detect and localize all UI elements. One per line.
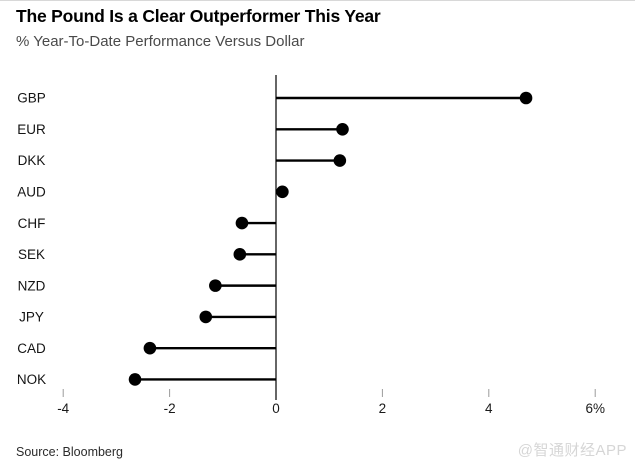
category-label-jpy: JPY: [19, 310, 44, 325]
category-label-nok: NOK: [17, 372, 46, 387]
dot-nzd: [209, 279, 222, 292]
dot-dkk: [333, 154, 347, 167]
dot-jpy: [199, 310, 213, 324]
dot-gbp: [519, 91, 533, 105]
dot-nok: [128, 373, 142, 386]
x-tick-label-0: 0: [272, 401, 280, 416]
category-label-cad: CAD: [17, 341, 46, 356]
category-label-dkk: DKK: [18, 153, 46, 168]
dot-aud: [276, 185, 289, 199]
category-label-aud: AUD: [17, 185, 46, 200]
category-label-gbp: GBP: [17, 91, 46, 106]
source-credit: Source: Bloomberg: [16, 445, 124, 459]
category-label-eur: EUR: [17, 122, 46, 137]
category-label-chf: CHF: [18, 216, 46, 231]
dot-sek: [233, 248, 247, 261]
x-tick-label--4: -4: [57, 401, 69, 416]
x-tick-label-2: 2: [379, 401, 387, 416]
dot-cad: [143, 341, 157, 355]
x-tick-label-6: 6%: [585, 401, 605, 416]
category-label-nzd: NZD: [18, 278, 46, 293]
x-tick-label--2: -2: [164, 401, 176, 416]
watermark-label: @智通财经APP: [517, 442, 627, 459]
chart-title: The Pound Is a Clear Outperformer This Y…: [16, 6, 381, 26]
dot-eur: [336, 122, 349, 136]
dot-chf: [235, 216, 249, 230]
x-tick-label-4: 4: [485, 401, 493, 416]
chart-subtitle: % Year-To-Date Performance Versus Dollar: [16, 33, 305, 50]
category-label-sek: SEK: [18, 247, 45, 262]
